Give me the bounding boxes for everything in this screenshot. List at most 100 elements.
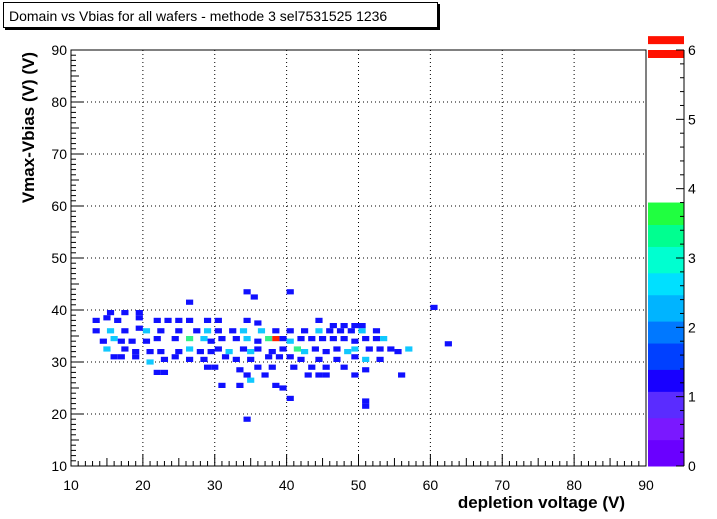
heatmap-cell (257, 328, 266, 334)
heatmap-cell (236, 367, 244, 373)
heatmap-cell (186, 336, 194, 342)
palette-band (648, 316, 684, 322)
heatmap-cell (254, 364, 262, 370)
grid-lines (71, 50, 646, 466)
color-palette: 0 1 2 3 4 5 6 (648, 36, 696, 474)
heatmap-cell (275, 354, 284, 360)
palette-band (648, 452, 684, 458)
heatmap-cell (351, 354, 359, 360)
heatmap-cell (322, 349, 330, 355)
heatmap-cell (232, 336, 240, 342)
heatmap-cell (261, 372, 269, 378)
heatmap-cell (218, 336, 226, 342)
palette-tick-label: 1 (688, 389, 696, 405)
heatmap-cell (286, 289, 294, 295)
heatmap-cell (247, 349, 255, 355)
heatmap-cell (132, 349, 140, 355)
y-tick-label: 30 (51, 354, 67, 370)
palette-band (648, 325, 684, 331)
palette-band (648, 439, 684, 445)
heatmap-cell (362, 336, 370, 342)
heatmap-cell (157, 328, 165, 334)
heatmap-cell (286, 328, 294, 334)
heatmap-cell (243, 317, 251, 323)
x-tick-label: 90 (638, 477, 654, 493)
heatmap-cell (243, 372, 251, 378)
heatmap-cell (239, 346, 248, 352)
palette-band (648, 461, 684, 467)
palette-band (648, 224, 684, 230)
heatmap-cell (121, 346, 129, 352)
heatmap-cell (329, 323, 337, 329)
heatmap-cell (239, 328, 248, 334)
heatmap-cell (175, 317, 183, 323)
y-tick-label: 40 (51, 302, 67, 318)
palette-band (648, 365, 684, 370)
heatmap-cell (344, 349, 352, 355)
heatmap-cell (268, 364, 276, 370)
y-axis-label: Vmax-Vbias (V) (V) (19, 52, 38, 203)
heatmap-cell (333, 356, 341, 362)
heatmap-cell (218, 382, 226, 388)
x-tick-label: 30 (207, 477, 223, 493)
heatmap-cell (318, 336, 327, 342)
y-tick-label: 20 (51, 406, 67, 422)
heatmap-cell (272, 336, 280, 342)
palette-tick-label: 3 (688, 250, 696, 266)
palette-band (648, 303, 684, 309)
heatmap-cell (322, 372, 330, 378)
palette-tick-label: 0 (688, 458, 696, 474)
heatmap-cell (250, 294, 258, 300)
heatmap-cell (203, 364, 212, 370)
heatmap-cell (362, 403, 370, 409)
palette-tick-label: 6 (688, 42, 696, 58)
heatmap-cell (146, 349, 154, 355)
heatmap-cell (200, 336, 208, 342)
palette-band (648, 395, 684, 401)
palette-band (648, 369, 684, 375)
heatmap-cell (99, 338, 107, 344)
heatmap-cell (232, 356, 240, 362)
heatmap-cell (315, 328, 323, 334)
heatmap-cell (308, 364, 316, 370)
y-tick-label: 60 (51, 198, 67, 214)
heatmap-cell (186, 356, 194, 362)
palette-band (648, 228, 684, 234)
heatmap-cell (153, 336, 161, 342)
heatmap-cell (322, 364, 330, 370)
heatmap-cell (444, 341, 452, 347)
heatmap-cell (272, 328, 280, 334)
heatmap-cell (142, 328, 151, 334)
y-tick-label: 70 (51, 146, 67, 162)
palette-band (648, 246, 684, 252)
palette-band (648, 444, 684, 449)
palette-band (648, 338, 684, 344)
y-tick-label: 90 (51, 42, 67, 58)
heatmap-cell (193, 328, 201, 334)
palette-band (648, 426, 684, 432)
heatmap-cell (387, 346, 395, 352)
heatmap-cell (247, 377, 255, 383)
palette-band (648, 329, 684, 335)
heatmap-cell (207, 349, 215, 355)
heatmap-cell (351, 338, 359, 344)
heatmap-cell (128, 338, 136, 344)
heatmap-cell (114, 317, 122, 323)
heatmap-cell (286, 354, 294, 360)
heatmap-cell (175, 349, 183, 355)
palette-band (648, 404, 684, 410)
heatmap-cell (290, 364, 298, 370)
x-axis-label: depletion voltage (V) (458, 493, 625, 512)
palette-band (648, 448, 684, 454)
heatmap-cell (301, 328, 309, 334)
heatmap-cell (106, 310, 115, 316)
heatmap-cell (308, 336, 316, 342)
palette-band (648, 299, 684, 305)
palette-band (648, 242, 684, 247)
heatmap-cell (347, 328, 355, 334)
heatmap-cell (243, 336, 251, 342)
heatmap-cell (221, 354, 230, 360)
palette-tick-label: 2 (688, 319, 696, 335)
palette-band (648, 268, 684, 274)
heatmap-cell (121, 328, 129, 334)
